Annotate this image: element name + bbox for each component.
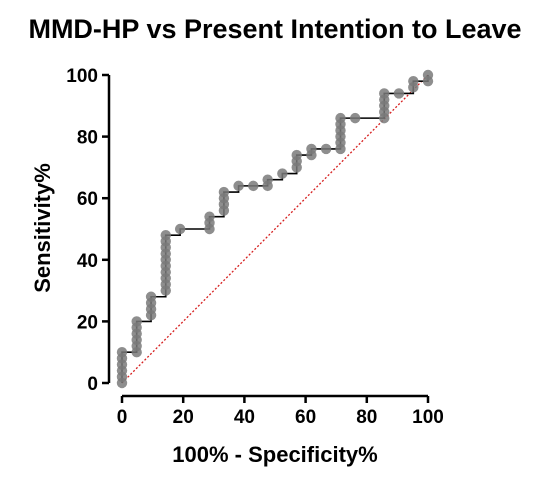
- chart-title: MMD-HP vs Present Intention to Leave: [28, 14, 521, 44]
- roc-point: [422, 69, 434, 81]
- roc-point: [393, 88, 405, 99]
- roc-point: [145, 291, 157, 302]
- axes: [102, 73, 430, 403]
- x-tick-label: 0: [117, 407, 128, 428]
- roc-point: [306, 143, 317, 155]
- y-axis-label: Sensitivity%: [30, 163, 55, 293]
- roc-point: [262, 174, 273, 185]
- x-tick-label: 80: [356, 407, 377, 428]
- roc-point: [349, 112, 361, 124]
- roc-point: [335, 112, 346, 124]
- x-tick-label: 100: [412, 407, 444, 428]
- roc-point: [174, 223, 186, 235]
- reference-line: [121, 74, 429, 384]
- tick-labels: 0 20 40 60 80 100 0 20 40 60 80 100: [66, 66, 444, 428]
- roc-point: [379, 88, 390, 99]
- roc-point: [320, 143, 332, 155]
- roc-point: [160, 229, 171, 241]
- y-tick-label: 80: [77, 128, 98, 149]
- x-axis-label: 100% - Specificity%: [172, 442, 377, 467]
- roc-point: [218, 186, 230, 198]
- y-tick-label: 0: [87, 374, 98, 395]
- x-tick-label: 40: [234, 407, 255, 428]
- roc-point: [248, 180, 259, 192]
- roc-point: [233, 180, 244, 192]
- roc-markers: [116, 69, 434, 389]
- roc-point: [291, 149, 302, 161]
- y-tick-label: 60: [77, 189, 98, 210]
- roc-point: [116, 347, 128, 358]
- roc-point: [131, 316, 142, 327]
- y-tick-label: 40: [77, 251, 98, 272]
- y-tick-label: 20: [77, 312, 98, 333]
- roc-point: [204, 211, 215, 222]
- roc-point: [277, 168, 288, 179]
- x-tick-label: 20: [173, 407, 194, 428]
- x-tick-label: 60: [295, 407, 316, 428]
- roc-point: [408, 75, 419, 87]
- y-tick-label: 100: [66, 66, 98, 87]
